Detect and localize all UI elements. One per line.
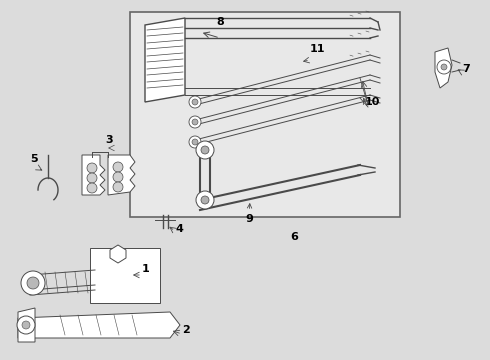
- Circle shape: [27, 277, 39, 289]
- Text: 11: 11: [310, 44, 325, 54]
- Circle shape: [189, 136, 201, 148]
- Circle shape: [189, 116, 201, 128]
- Circle shape: [201, 146, 209, 154]
- Circle shape: [196, 141, 214, 159]
- Polygon shape: [435, 48, 452, 88]
- Circle shape: [87, 183, 97, 193]
- Circle shape: [192, 99, 198, 105]
- Text: 5: 5: [30, 154, 38, 164]
- Bar: [130, 12, 400, 217]
- Polygon shape: [82, 155, 105, 195]
- Circle shape: [113, 162, 123, 172]
- Circle shape: [113, 182, 123, 192]
- Polygon shape: [18, 308, 35, 342]
- Circle shape: [192, 139, 198, 145]
- Text: 2: 2: [182, 325, 190, 335]
- Circle shape: [21, 271, 45, 295]
- Circle shape: [437, 60, 451, 74]
- Text: 9: 9: [245, 204, 253, 224]
- Polygon shape: [110, 245, 126, 263]
- Polygon shape: [145, 18, 185, 102]
- Text: 6: 6: [290, 232, 298, 242]
- Circle shape: [113, 172, 123, 182]
- Circle shape: [189, 96, 201, 108]
- Circle shape: [192, 119, 198, 125]
- Circle shape: [441, 64, 447, 70]
- Polygon shape: [18, 312, 180, 338]
- Text: 7: 7: [462, 64, 470, 74]
- Circle shape: [87, 173, 97, 183]
- Polygon shape: [108, 155, 135, 195]
- Bar: [90, 248, 160, 303]
- Circle shape: [17, 316, 35, 334]
- Circle shape: [22, 321, 30, 329]
- Circle shape: [201, 196, 209, 204]
- Text: 8: 8: [216, 17, 224, 27]
- Text: 3: 3: [105, 135, 113, 145]
- Text: 1: 1: [142, 264, 150, 274]
- Text: 4: 4: [175, 224, 183, 234]
- Circle shape: [87, 163, 97, 173]
- Circle shape: [196, 191, 214, 209]
- Text: 10: 10: [365, 97, 380, 107]
